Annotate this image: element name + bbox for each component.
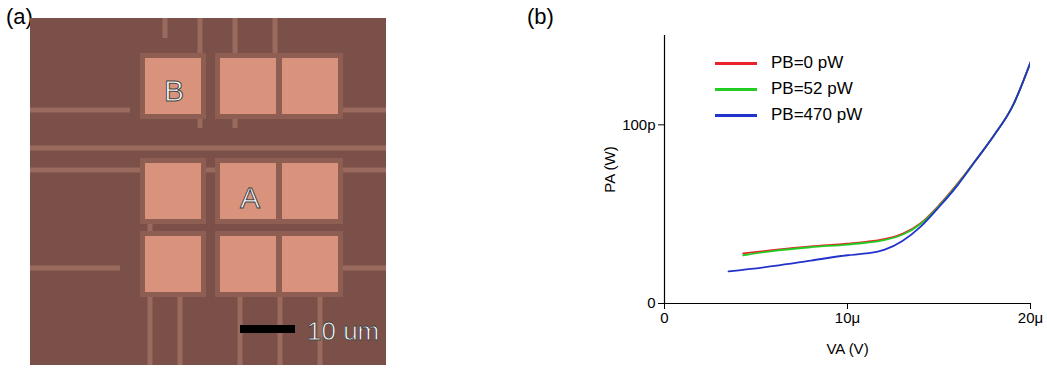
svg-text:B: B (164, 74, 184, 107)
html-text:PB=52 pW: PB=52 pW (771, 79, 853, 98)
svg-text:A: A (240, 181, 260, 214)
svg-text:20μ: 20μ (1018, 309, 1043, 326)
svg-text:10μ: 10μ (835, 309, 860, 326)
html-text:(a): (a) (6, 4, 33, 29)
svg-text:0: 0 (647, 294, 655, 311)
svg-text:VA (V): VA (V) (826, 340, 868, 357)
svg-text:100p: 100p (622, 116, 655, 133)
svg-text:PA (W): PA (W) (601, 146, 618, 192)
html-text:(b): (b) (527, 4, 554, 29)
html-text:PB=0 pW: PB=0 pW (771, 53, 844, 72)
svg-text:10 um: 10 um (307, 316, 379, 346)
html-text:PB=470 pW: PB=470 pW (771, 105, 863, 124)
svg-text:0: 0 (660, 309, 668, 326)
